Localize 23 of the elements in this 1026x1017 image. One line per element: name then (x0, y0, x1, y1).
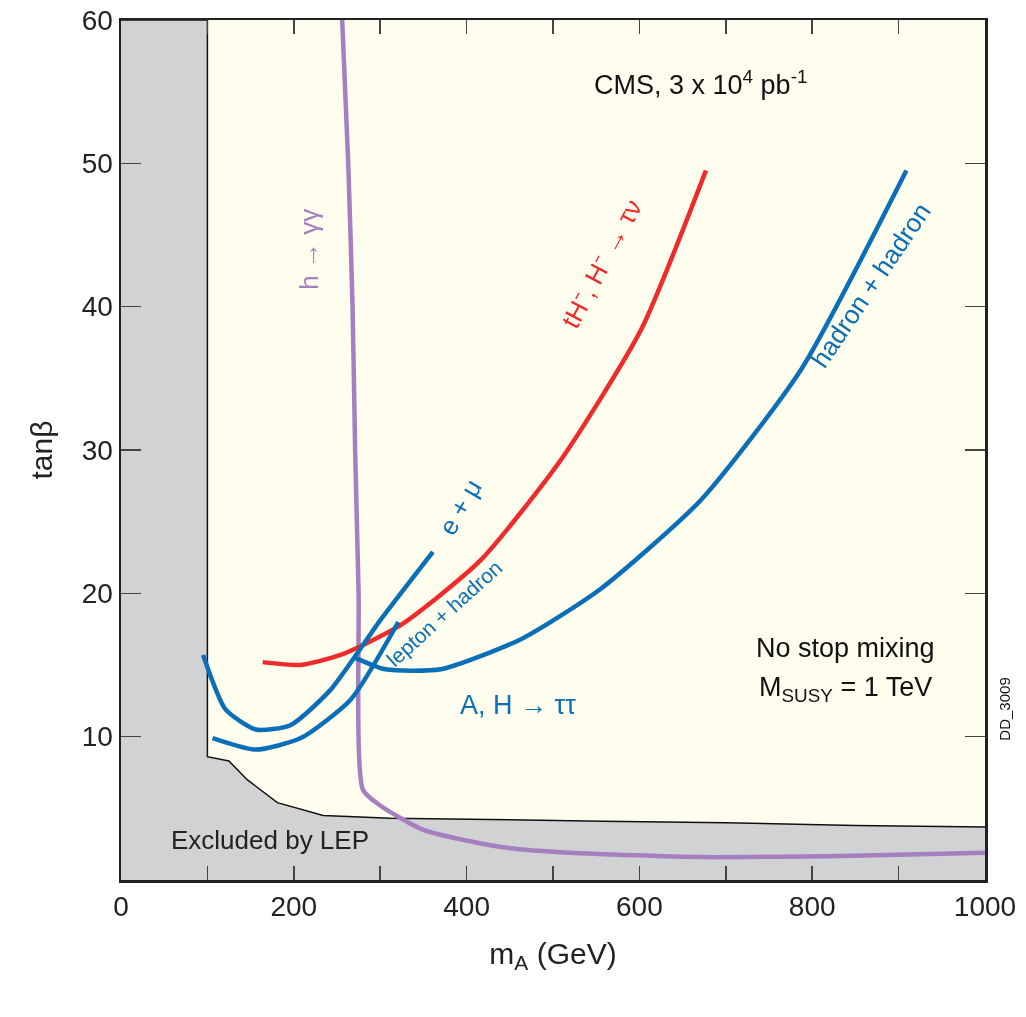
series-label: Excluded by LEP (171, 825, 370, 855)
x-tick-label: 600 (616, 891, 663, 923)
x-axis-title: m$_{A}$ (GeV) (489, 936, 617, 975)
annotation: A, H → ττ (460, 690, 577, 720)
x-tick-label: 1000 (953, 891, 1017, 923)
text: tH⁻, H⁻ → τν (555, 194, 649, 334)
x-tick-label: 800 (788, 891, 836, 923)
x-tick-label: 0 (113, 891, 129, 923)
y-tick-label: 60 (81, 4, 113, 36)
y-tick-label: 30 (81, 434, 113, 466)
text: e + μ (432, 474, 489, 541)
y-tick-label: 50 (81, 148, 113, 180)
text: h → γγ (294, 208, 325, 290)
y-tick-label: 40 (81, 291, 113, 323)
annotation: CMS, 3 x 10$^{4}$ pb$^{-1}$ (594, 66, 808, 101)
text: DD_3009 (995, 677, 1013, 741)
y-tick-label: 10 (81, 721, 113, 753)
annotation: No stop mixing (756, 633, 935, 663)
y-axis-title: tanβ (25, 420, 59, 480)
annotation: M$_{SUSY}$ = 1 TeV (759, 672, 933, 706)
x-tick-label: 200 (270, 891, 318, 923)
y-tick-label: 20 (81, 578, 113, 610)
x-tick-label: 400 (443, 891, 490, 923)
